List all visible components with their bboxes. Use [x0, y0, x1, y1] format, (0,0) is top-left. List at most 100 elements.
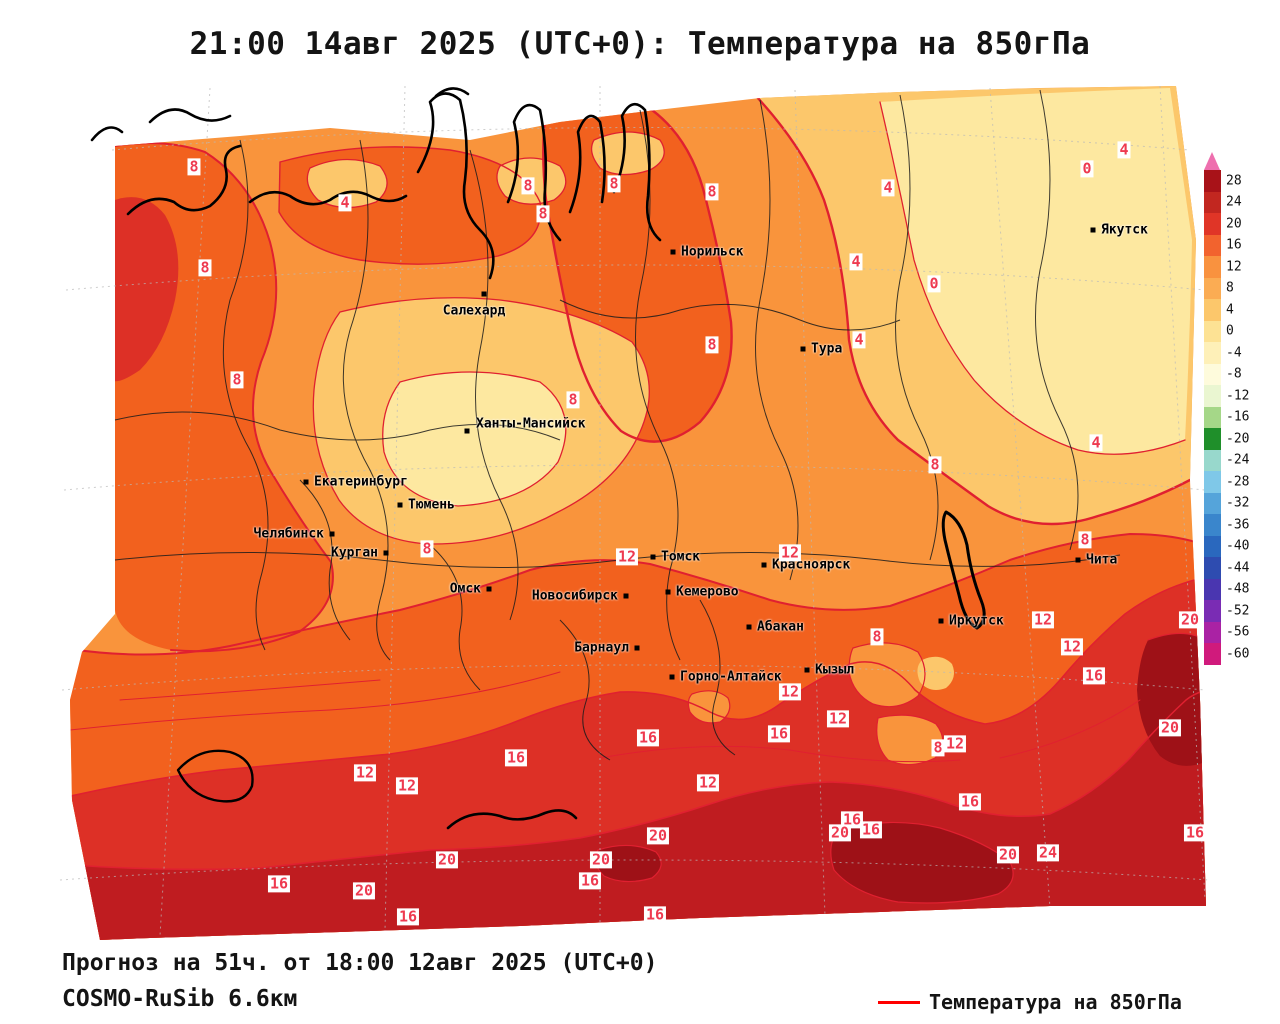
coastline-segment	[126, 144, 242, 216]
colorbar-tick-label: -48	[1226, 581, 1250, 597]
temp-band-16-west	[112, 197, 179, 382]
temp-band-8-sayan-2	[876, 715, 943, 765]
colorbar-tick-label: 28	[1226, 173, 1242, 189]
colorbar-segment: -48	[1204, 578, 1249, 600]
temp-band-8-sayan-1	[849, 642, 925, 707]
colorbar-tick-label: -40	[1226, 538, 1250, 554]
coastline-taz-bay	[506, 103, 562, 242]
colorbar-tick-label: -36	[1226, 517, 1250, 533]
colorbar-tick-label: -8	[1226, 366, 1242, 382]
colorbar-segment: 8	[1204, 277, 1234, 299]
colorbar-tick-label: -28	[1226, 474, 1250, 490]
colorbar-tick-label: -32	[1226, 495, 1250, 511]
contour-12-north	[278, 146, 542, 265]
colorbar-tick-label: 0	[1226, 323, 1234, 339]
contour-4-west	[312, 297, 650, 545]
colorbar-segment: -52	[1204, 600, 1249, 622]
colorbar: 28 24 20 16 12 8 4 0 -4 -8 -12 -16 -20 -24 -28 -32 -36 -4…	[1204, 152, 1249, 665]
contour-20-south	[70, 689, 1206, 871]
forecast-info-line: Прогноз на 51ч. от 18:00 12авг 2025 (UTC…	[62, 950, 658, 976]
lake-baikal	[941, 510, 986, 630]
colorbar-segment: -40	[1204, 535, 1249, 557]
colorbar-arrow-icon	[1204, 152, 1220, 170]
colorbar-segment: -12	[1204, 385, 1249, 407]
coastline-segment	[248, 190, 408, 206]
colorbar-segment: 24	[1204, 191, 1242, 213]
legend: Температура на 850гПа	[878, 990, 1182, 1014]
legend-label: Температура на 850гПа	[929, 990, 1182, 1014]
border-line	[222, 139, 269, 651]
border-line	[559, 299, 901, 331]
colorbar-segment: 28	[1204, 170, 1242, 192]
colorbar-segment: -20	[1204, 428, 1249, 450]
contour-minor-south	[70, 671, 1141, 763]
coastline-ob-bay	[416, 92, 495, 280]
colorbar-segment: 20	[1204, 213, 1242, 235]
colorbar-segment: -32	[1204, 492, 1249, 514]
colorbar-tick-label: -56	[1226, 624, 1250, 640]
coastline-segment	[568, 114, 606, 214]
colorbar-segment: -44	[1204, 557, 1249, 579]
border-line	[895, 94, 939, 561]
border-line	[342, 139, 391, 661]
colorbar-tick-label: -24	[1226, 452, 1250, 468]
colorbar-segments: 28 24 20 16 12 8 4 0 -4 -8 -12 -16 -20 -24 -28 -32 -36 -4…	[1204, 170, 1249, 665]
border-line	[299, 479, 481, 691]
contour-sayan-patches	[687, 642, 944, 766]
colorbar-segment: -16	[1204, 406, 1249, 428]
colorbar-tick-label: 16	[1226, 237, 1242, 253]
colorbar-segment: 0	[1204, 320, 1234, 342]
meridian-line	[989, 87, 1051, 909]
colorbar-segment: -36	[1204, 514, 1249, 536]
colorbar-segment: -56	[1204, 621, 1249, 643]
temp-band-4-sayan	[917, 656, 954, 690]
temp-band-0-northeast	[880, 88, 1192, 455]
lake-southwest	[176, 749, 254, 803]
colorbar-tick-label: -60	[1226, 646, 1250, 662]
coastline-fragments	[90, 87, 470, 142]
border-line	[1035, 89, 1079, 551]
colorbar-segment: 4	[1204, 299, 1234, 321]
border-line	[559, 599, 736, 761]
legend-line-icon	[878, 1000, 920, 1004]
colorbar-tick-label: 8	[1226, 280, 1234, 296]
contour-0-west	[382, 371, 567, 507]
temperature-field	[70, 86, 1206, 940]
meridian-line	[384, 85, 406, 931]
contour-16-south	[70, 577, 1203, 799]
colorbar-segment: -4	[1204, 342, 1242, 364]
map-title: 21:00 14авг 2025 (UTC+0): Температура на…	[189, 26, 1091, 62]
contour-4-thick	[754, 94, 1192, 526]
border-line	[114, 411, 561, 441]
colorbar-tick-label: 12	[1226, 259, 1242, 275]
contour-12-south	[70, 532, 1203, 656]
contour-8-thick	[542, 106, 733, 443]
parallel-line	[111, 127, 1191, 151]
coastline-yenisei-mouth	[612, 102, 662, 242]
parallel-line	[59, 859, 1209, 881]
border-line	[755, 99, 799, 581]
southern-border-segment	[446, 809, 578, 830]
border-line	[114, 552, 1121, 568]
contour-0	[879, 101, 1186, 455]
colorbar-tick-label: 4	[1226, 302, 1234, 318]
model-info-line: COSMO-RuSib 6.6км	[62, 986, 298, 1012]
colorbar-segment: 12	[1204, 256, 1242, 278]
colorbar-segment: -60	[1204, 643, 1249, 665]
colorbar-tick-label: -20	[1226, 431, 1250, 447]
colorbar-segment: 16	[1204, 234, 1242, 256]
colorbar-tick-label: -44	[1226, 560, 1250, 576]
colorbar-segment: -28	[1204, 471, 1249, 493]
temp-band-24-patch-1	[830, 822, 1014, 903]
temp-band-0-west	[382, 372, 566, 506]
colorbar-segment: -24	[1204, 449, 1249, 471]
colorbar-tick-label: 24	[1226, 194, 1242, 210]
region-borders	[114, 89, 1121, 761]
colorbar-tick-label: -4	[1226, 345, 1242, 361]
colorbar-tick-label: -16	[1226, 409, 1250, 425]
coastlines	[90, 87, 986, 830]
temp-band-8-altai	[688, 690, 730, 723]
meridian-line	[1159, 85, 1206, 901]
